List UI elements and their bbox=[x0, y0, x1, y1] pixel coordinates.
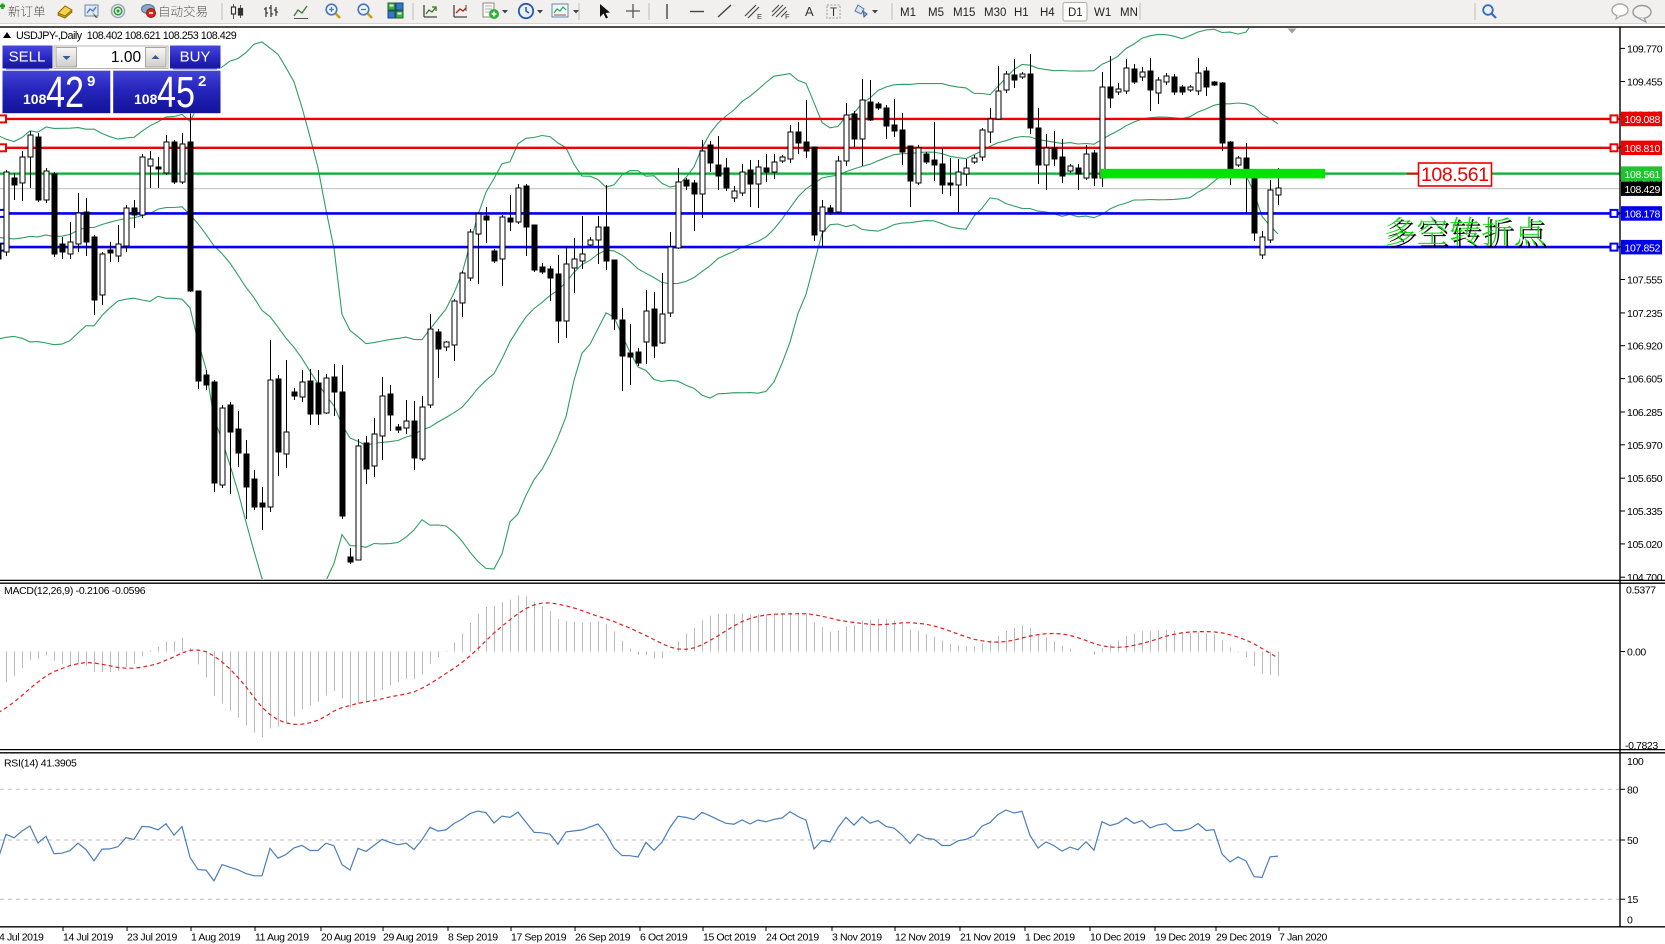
svg-text:108.178: 108.178 bbox=[1625, 209, 1661, 221]
svg-text:H1: H1 bbox=[1014, 7, 1029, 19]
svg-text:SELL: SELL bbox=[9, 49, 46, 66]
svg-text:8 Sep 2019: 8 Sep 2019 bbox=[448, 932, 498, 944]
svg-text:0.5377: 0.5377 bbox=[1626, 585, 1656, 597]
svg-text:29 Dec 2019: 29 Dec 2019 bbox=[1216, 932, 1272, 944]
svg-text:7 Jan 2020: 7 Jan 2020 bbox=[1279, 932, 1328, 944]
svg-text:109.455: 109.455 bbox=[1627, 77, 1663, 89]
svg-text:107.852: 107.852 bbox=[1625, 242, 1661, 254]
svg-text:29 Aug 2019: 29 Aug 2019 bbox=[383, 932, 438, 944]
svg-text:104.700: 104.700 bbox=[1627, 572, 1663, 584]
svg-text:BUY: BUY bbox=[180, 49, 211, 66]
svg-text:D1: D1 bbox=[1068, 7, 1083, 19]
svg-text:M15: M15 bbox=[953, 7, 975, 19]
svg-text:107.555: 107.555 bbox=[1627, 275, 1663, 287]
svg-text:108: 108 bbox=[23, 91, 47, 107]
svg-text:23 Jul 2019: 23 Jul 2019 bbox=[127, 932, 177, 944]
svg-text:E: E bbox=[757, 12, 762, 21]
svg-text:109.770: 109.770 bbox=[1627, 43, 1663, 55]
svg-text:MN: MN bbox=[1120, 7, 1138, 19]
svg-text:A: A bbox=[805, 4, 814, 19]
svg-text:12 Nov 2019: 12 Nov 2019 bbox=[895, 932, 951, 944]
svg-text:105.650: 105.650 bbox=[1627, 473, 1663, 485]
svg-text:106.605: 106.605 bbox=[1627, 374, 1663, 386]
svg-text:RSI(14) 41.3905: RSI(14) 41.3905 bbox=[4, 758, 77, 770]
svg-text:11 Aug 2019: 11 Aug 2019 bbox=[255, 932, 309, 944]
svg-text:50: 50 bbox=[1627, 835, 1638, 847]
svg-text:105.970: 105.970 bbox=[1627, 440, 1663, 452]
svg-text:2: 2 bbox=[198, 73, 206, 90]
svg-text:107.235: 107.235 bbox=[1627, 308, 1663, 320]
svg-text:1 Dec 2019: 1 Dec 2019 bbox=[1025, 932, 1075, 944]
svg-text:21 Nov 2019: 21 Nov 2019 bbox=[960, 932, 1016, 944]
svg-text:80: 80 bbox=[1627, 784, 1638, 796]
svg-text:15: 15 bbox=[1627, 894, 1638, 906]
svg-text:19 Dec 2019: 19 Dec 2019 bbox=[1155, 932, 1211, 944]
svg-text:4 Jul 2019: 4 Jul 2019 bbox=[0, 932, 44, 944]
svg-text:10 Dec 2019: 10 Dec 2019 bbox=[1090, 932, 1146, 944]
svg-text:100: 100 bbox=[1627, 756, 1644, 768]
svg-text:24 Oct 2019: 24 Oct 2019 bbox=[766, 932, 819, 944]
svg-text:H4: H4 bbox=[1040, 7, 1055, 19]
svg-text:MACD(12,26,9) -0.2106 -0.0596: MACD(12,26,9) -0.2106 -0.0596 bbox=[4, 585, 146, 597]
svg-text:42: 42 bbox=[46, 68, 84, 117]
svg-text:T: T bbox=[830, 7, 837, 19]
svg-text:1.00: 1.00 bbox=[111, 49, 142, 66]
svg-text:M5: M5 bbox=[928, 7, 944, 19]
svg-text:20 Aug 2019: 20 Aug 2019 bbox=[321, 932, 376, 944]
svg-text:45: 45 bbox=[157, 68, 195, 117]
svg-text:0: 0 bbox=[1627, 914, 1633, 926]
svg-text:1 Aug 2019: 1 Aug 2019 bbox=[191, 932, 241, 944]
svg-text:M30: M30 bbox=[984, 7, 1006, 19]
svg-text:105.335: 105.335 bbox=[1627, 506, 1663, 518]
svg-text:109.088: 109.088 bbox=[1625, 114, 1661, 126]
svg-text:M1: M1 bbox=[900, 7, 916, 19]
svg-text:108: 108 bbox=[134, 91, 158, 107]
svg-text:105.020: 105.020 bbox=[1627, 539, 1663, 551]
svg-text:108.810: 108.810 bbox=[1625, 143, 1661, 155]
svg-text:108.561: 108.561 bbox=[1625, 169, 1661, 181]
svg-text:USDJPY-,Daily 108.402 108.621: USDJPY-,Daily 108.402 108.621 108.253 10… bbox=[16, 30, 237, 42]
svg-text:W1: W1 bbox=[1094, 7, 1111, 19]
svg-text:106.285: 106.285 bbox=[1627, 407, 1663, 419]
svg-text:6 Oct 2019: 6 Oct 2019 bbox=[640, 932, 688, 944]
svg-text:9: 9 bbox=[87, 73, 95, 90]
svg-text:108.429: 108.429 bbox=[1625, 184, 1661, 196]
svg-text:15 Oct 2019: 15 Oct 2019 bbox=[703, 932, 756, 944]
svg-text:108.561: 108.561 bbox=[1421, 164, 1489, 186]
svg-text:17 Sep 2019: 17 Sep 2019 bbox=[511, 932, 567, 944]
svg-text:106.920: 106.920 bbox=[1627, 341, 1663, 353]
svg-text:F: F bbox=[785, 12, 790, 21]
svg-text:14 Jul 2019: 14 Jul 2019 bbox=[63, 932, 113, 944]
svg-text:3 Nov 2019: 3 Nov 2019 bbox=[832, 932, 882, 944]
svg-text:26 Sep 2019: 26 Sep 2019 bbox=[575, 932, 631, 944]
svg-text:-0.7823: -0.7823 bbox=[1625, 740, 1658, 752]
svg-text:0.00: 0.00 bbox=[1627, 647, 1646, 659]
